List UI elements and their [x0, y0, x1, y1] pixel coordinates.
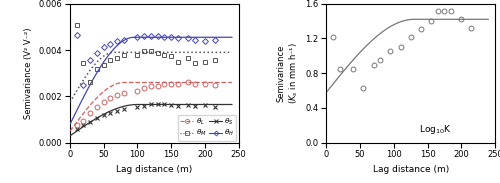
Legend: $\theta_L$, $\theta_M$, $\theta_S$, $\theta_H$: $\theta_L$, $\theta_M$, $\theta_S$, $\th…	[178, 115, 236, 141]
X-axis label: Lag distance (m): Lag distance (m)	[116, 165, 192, 174]
X-axis label: Lag distance (m): Lag distance (m)	[372, 165, 449, 174]
Text: Log$_{10}$K: Log$_{10}$K	[419, 123, 452, 136]
Y-axis label: Semivariance
($K_s$ in mm h⁻¹): Semivariance ($K_s$ in mm h⁻¹)	[276, 42, 300, 104]
Y-axis label: Semivariance (V² V⁻²): Semivariance (V² V⁻²)	[24, 27, 33, 119]
